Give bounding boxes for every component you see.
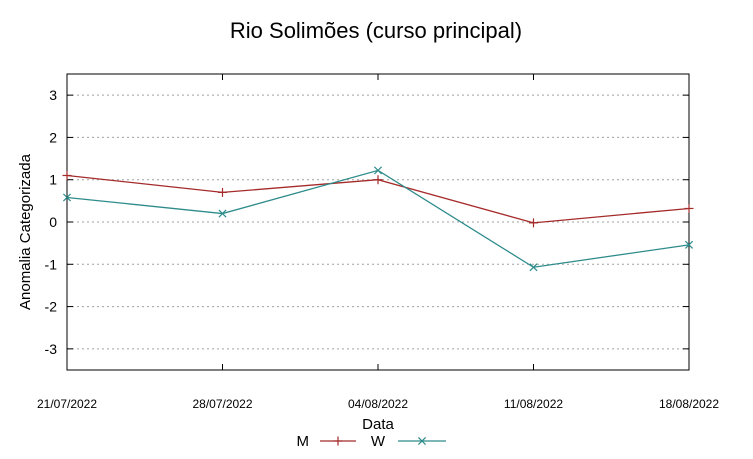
grid-lines — [67, 94, 689, 350]
data-point-w — [373, 166, 383, 175]
data-point-m — [684, 203, 694, 213]
y-tick-label: 0 — [49, 214, 57, 230]
y-tick-label: -1 — [45, 256, 58, 272]
x-tick-label: 21/07/2022 — [37, 397, 97, 411]
chart-title: Rio Solimões (curso principal) — [230, 18, 522, 43]
legend-marker-m — [333, 436, 343, 446]
data-point-w — [684, 240, 694, 249]
data-point-m — [218, 187, 227, 197]
data-point-w — [218, 209, 227, 218]
x-tick-label: 04/08/2022 — [348, 397, 408, 411]
data-point-w — [529, 263, 538, 272]
plot-area-border — [66, 73, 690, 371]
x-tick-label: 11/08/2022 — [504, 397, 563, 411]
x-axis-ticks: 21/07/2022 28/07/2022 04/08/2022 11/08/2022… — [37, 74, 719, 411]
y-tick-label: -3 — [45, 341, 58, 357]
legend-label-m: M — [297, 433, 310, 450]
x-axis-label: Data — [362, 416, 394, 433]
y-axis-label: Anomalia Categorizada — [17, 153, 34, 310]
y-axis-ticks: 3 2 1 0 -1 -2 -3 — [45, 87, 689, 357]
legend-label-w: W — [371, 433, 386, 450]
data-point-m — [373, 175, 383, 185]
data-point-m — [62, 170, 72, 180]
y-tick-label: 3 — [49, 87, 57, 103]
series-line-w — [66, 169, 690, 268]
x-tick-label: 28/07/2022 — [192, 397, 252, 411]
data-point-w — [62, 193, 72, 202]
series-group — [62, 166, 694, 272]
y-tick-label: 2 — [49, 129, 57, 145]
y-tick-label: -2 — [45, 299, 58, 315]
y-tick-label: 1 — [49, 172, 57, 188]
x-tick-label: 18/08/2022 — [659, 397, 719, 411]
data-point-m — [529, 218, 538, 228]
legend-marker-w — [417, 436, 427, 446]
